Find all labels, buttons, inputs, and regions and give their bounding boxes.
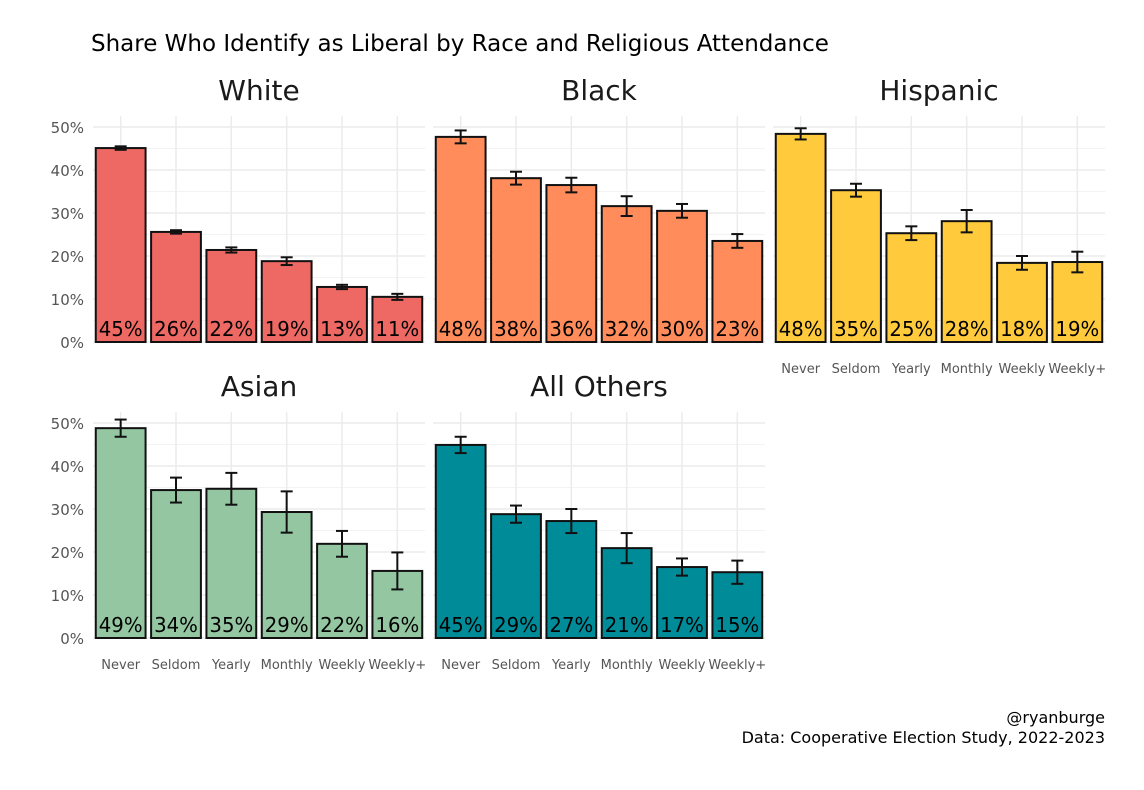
- y-tick-label: 30%: [51, 205, 84, 223]
- x-tick-label: Never: [101, 658, 140, 673]
- bar: [490, 177, 542, 343]
- y-tick-label: 50%: [51, 415, 84, 433]
- data-label: 29%: [265, 613, 309, 637]
- x-tick-label: Weekly: [659, 658, 706, 673]
- data-label: 22%: [320, 613, 364, 637]
- bar: [434, 443, 487, 639]
- x-tick-label: Monthly: [261, 658, 313, 673]
- bar: [371, 295, 424, 344]
- bar: [94, 427, 147, 639]
- y-tick-label: 40%: [51, 458, 84, 476]
- data-label: 38%: [494, 317, 538, 341]
- data-label: 36%: [549, 317, 593, 341]
- data-label: 17%: [660, 613, 704, 637]
- bar: [885, 232, 938, 344]
- y-tick-label: 0%: [60, 334, 84, 352]
- bar: [1051, 261, 1104, 343]
- data-label: 16%: [375, 613, 419, 637]
- y-tick-label: 20%: [51, 544, 84, 562]
- x-tick-label: Never: [781, 362, 820, 377]
- facet-title-white: White: [218, 74, 299, 107]
- data-label: 19%: [1055, 317, 1099, 341]
- y-tick-label: 10%: [51, 587, 84, 605]
- x-tick-label: Weekly: [319, 658, 366, 673]
- y-tick-label: 10%: [51, 291, 84, 309]
- bar: [434, 135, 487, 343]
- y-tick-label: 50%: [51, 119, 84, 137]
- data-label: 18%: [1000, 317, 1044, 341]
- bar: [94, 147, 147, 343]
- bar: [711, 239, 764, 343]
- x-tick-label: Weekly+: [1048, 362, 1106, 377]
- x-tick-label: Weekly+: [368, 658, 426, 673]
- y-tick-label: 40%: [51, 162, 84, 180]
- bar: [205, 248, 258, 343]
- data-label: 48%: [439, 317, 483, 341]
- x-tick-label: Yearly: [891, 362, 931, 377]
- bar: [205, 487, 258, 640]
- data-label: 35%: [834, 317, 878, 341]
- bar: [150, 230, 202, 343]
- x-tick-label: Weekly+: [708, 658, 766, 673]
- x-tick-label: Seldom: [152, 658, 201, 673]
- bar: [545, 520, 598, 639]
- data-label: 22%: [209, 317, 253, 341]
- caption-author: @ryanburge: [1006, 708, 1105, 727]
- facet-title-black: Black: [561, 74, 638, 107]
- data-label: 35%: [209, 613, 253, 637]
- y-tick-label: 20%: [51, 248, 84, 266]
- data-label: 13%: [320, 317, 364, 341]
- bar: [830, 189, 882, 343]
- x-tick-label: Never: [441, 658, 480, 673]
- x-tick-label: Seldom: [832, 362, 881, 377]
- x-tick-label: Yearly: [551, 658, 591, 673]
- data-label: 45%: [439, 613, 483, 637]
- data-label: 23%: [715, 317, 759, 341]
- bar: [656, 566, 708, 639]
- bar: [600, 205, 653, 343]
- data-label: 11%: [375, 317, 419, 341]
- y-tick-label: 0%: [60, 630, 84, 648]
- data-label: 28%: [945, 317, 989, 341]
- data-label: 49%: [99, 613, 143, 637]
- x-tick-label: Monthly: [941, 362, 993, 377]
- bar: [260, 260, 313, 343]
- data-label: 26%: [154, 317, 198, 341]
- data-label: 21%: [605, 613, 649, 637]
- data-label: 34%: [154, 613, 198, 637]
- bar: [545, 184, 598, 343]
- bar: [150, 489, 202, 639]
- bar: [774, 132, 827, 343]
- x-tick-label: Weekly: [999, 362, 1046, 377]
- bar: [656, 209, 708, 343]
- data-label: 19%: [265, 317, 309, 341]
- data-label: 32%: [605, 317, 649, 341]
- data-label: 15%: [715, 613, 759, 637]
- facet-title-hispanic: Hispanic: [879, 74, 998, 107]
- data-label: 29%: [494, 613, 538, 637]
- data-label: 27%: [549, 613, 593, 637]
- caption-source: Data: Cooperative Election Study, 2022-2…: [742, 728, 1105, 747]
- y-tick-label: 30%: [51, 501, 84, 519]
- data-label: 30%: [660, 317, 704, 341]
- data-label: 25%: [889, 317, 933, 341]
- x-tick-label: Yearly: [211, 658, 251, 673]
- x-tick-label: Monthly: [601, 658, 653, 673]
- chart-title: Share Who Identify as Liberal by Race an…: [91, 31, 829, 57]
- data-label: 45%: [99, 317, 143, 341]
- bar: [940, 220, 993, 343]
- bar: [996, 261, 1048, 344]
- facet-title-asian: Asian: [221, 370, 297, 403]
- x-tick-label: Seldom: [492, 658, 541, 673]
- bar: [316, 542, 368, 640]
- data-label: 48%: [779, 317, 823, 341]
- facet-title-all-others: All Others: [530, 370, 668, 403]
